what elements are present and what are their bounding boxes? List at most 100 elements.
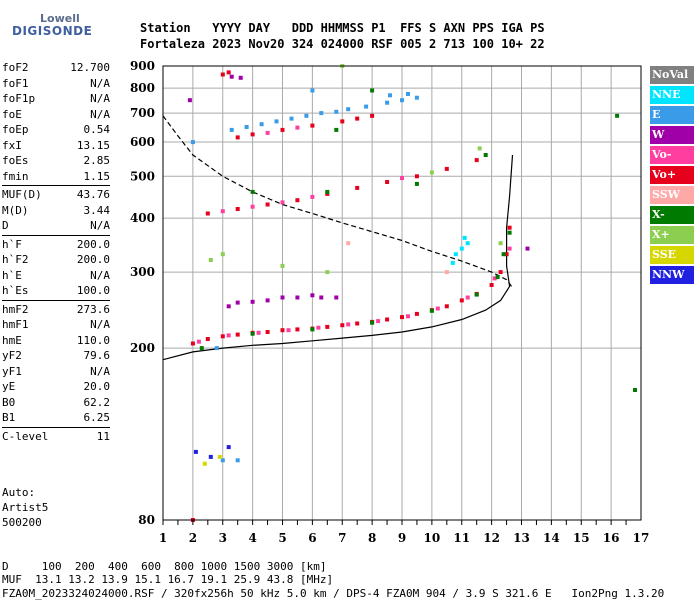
legend-item: NoVal bbox=[650, 66, 694, 84]
echo-point bbox=[376, 319, 381, 324]
echo-point bbox=[400, 315, 404, 320]
echo-point bbox=[507, 225, 512, 230]
param-label: B1 bbox=[2, 411, 16, 424]
echo-point bbox=[250, 331, 255, 336]
param-value: N/A bbox=[90, 268, 110, 282]
param-value: N/A bbox=[90, 76, 110, 90]
echo-point bbox=[193, 449, 198, 454]
echo-point bbox=[319, 111, 324, 116]
echo-point bbox=[229, 74, 234, 79]
param-row: h`F2 200.0 bbox=[2, 252, 110, 268]
param-row: hmF1 N/A bbox=[2, 317, 110, 333]
legend-item: W bbox=[650, 126, 694, 144]
echo-point bbox=[406, 314, 410, 319]
muf-row: MUF 13.1 13.2 13.9 15.1 16.7 19.1 25.9 4… bbox=[2, 573, 334, 586]
parameter-list: foF2 12.700 foF1 N/A foF1p N/A foE N/A foEp 0.54 f… bbox=[2, 60, 110, 444]
y-tick-label: 600 bbox=[130, 135, 155, 149]
distance-row: D 100 200 400 600 800 1000 1500 3000 [km… bbox=[2, 560, 327, 573]
echo-point bbox=[355, 185, 360, 190]
param-separator bbox=[2, 185, 110, 186]
echo-point bbox=[414, 181, 419, 186]
echo-point bbox=[235, 332, 240, 337]
x-tick-label: 8 bbox=[368, 531, 376, 545]
echo-point bbox=[280, 200, 285, 205]
param-label: hmE bbox=[2, 333, 22, 347]
x-tick-label: 10 bbox=[424, 531, 441, 545]
auto-software: Artist5 bbox=[2, 501, 49, 514]
param-value: 20.0 bbox=[83, 380, 111, 393]
echo-point bbox=[492, 276, 497, 281]
echo-point bbox=[325, 324, 330, 329]
echo-point bbox=[310, 293, 315, 298]
echo-point bbox=[205, 211, 210, 216]
echo-point bbox=[304, 113, 309, 118]
echo-point bbox=[325, 270, 330, 275]
y-tick-label: 700 bbox=[130, 106, 155, 120]
param-value: 43.76 bbox=[76, 188, 110, 201]
echo-point bbox=[295, 125, 300, 130]
echo-point bbox=[310, 88, 315, 93]
echo-point bbox=[250, 299, 255, 304]
param-value: 79.6 bbox=[83, 349, 111, 362]
header-line-1: Station YYYY DAY DDD HHMMSS P1 FFS S AXN… bbox=[140, 21, 545, 35]
echo-point bbox=[289, 116, 294, 121]
x-tick-label: 1 bbox=[159, 531, 167, 545]
autoscaling-info: Auto: Artist5 500200 bbox=[2, 485, 48, 530]
x-tick-label: 6 bbox=[308, 531, 316, 545]
echo-point bbox=[370, 320, 375, 325]
y-tick-label: 900 bbox=[130, 59, 155, 73]
echo-point bbox=[435, 306, 440, 311]
echo-point bbox=[334, 127, 339, 132]
echo-point bbox=[429, 170, 434, 175]
echo-point bbox=[265, 130, 270, 135]
echo-point bbox=[295, 295, 300, 300]
legend-item: X+ bbox=[650, 226, 694, 244]
param-row: fxI 13.15 bbox=[2, 138, 110, 154]
legend-item: X- bbox=[650, 206, 694, 224]
echo-point bbox=[229, 127, 234, 132]
echo-point bbox=[465, 241, 470, 246]
echo-point bbox=[220, 252, 225, 257]
param-row: D N/A bbox=[2, 218, 110, 234]
x-tick-label: 14 bbox=[543, 531, 560, 545]
param-label: foEp bbox=[2, 123, 29, 136]
param-value: N/A bbox=[90, 219, 110, 232]
echo-point bbox=[633, 388, 637, 392]
param-label: foEs bbox=[2, 154, 29, 167]
echo-point bbox=[444, 166, 449, 171]
echo-point bbox=[325, 189, 330, 194]
echo-point bbox=[205, 337, 210, 341]
param-label: h`E bbox=[2, 268, 22, 282]
echo-point bbox=[280, 295, 285, 300]
x-tick-label: 3 bbox=[219, 531, 227, 545]
param-value: 0.54 bbox=[83, 123, 111, 136]
polarization-legend: NoVal NNE E W Vo- Vo+ SSW X- X+ SSE NNW bbox=[650, 66, 694, 286]
echo-point bbox=[495, 275, 500, 280]
echo-point bbox=[310, 194, 315, 199]
param-row: foF1 N/A bbox=[2, 76, 110, 92]
echo-point bbox=[340, 323, 345, 328]
solid-profile-curve bbox=[162, 154, 514, 361]
param-value: N/A bbox=[90, 107, 110, 121]
echo-point bbox=[474, 158, 479, 163]
echo-point bbox=[226, 304, 231, 309]
echo-point bbox=[385, 100, 390, 105]
param-label: foE bbox=[2, 107, 22, 121]
param-row: yF2 79.6 bbox=[2, 348, 110, 364]
echo-point bbox=[346, 107, 351, 112]
legend-item: Vo+ bbox=[650, 166, 694, 184]
param-label: hmF2 bbox=[2, 302, 29, 316]
file-info: FZA0M_2023324024000.RSF / 320fx256h 50 k… bbox=[2, 587, 665, 600]
auto-version: 500200 bbox=[2, 516, 42, 529]
y-tick-label: 80 bbox=[138, 513, 155, 527]
chart-grid bbox=[162, 65, 642, 521]
chart-ticks: 1 2 3 4 5 6 7 8 9 10 11 12 13 14 15 16 17802003004005006… bbox=[130, 59, 649, 545]
y-tick-label: 300 bbox=[130, 265, 155, 279]
echo-point bbox=[483, 153, 488, 157]
echo-point bbox=[214, 346, 219, 351]
param-value: N/A bbox=[90, 364, 110, 378]
echo-point bbox=[226, 70, 231, 75]
brand-lowell: Lowell bbox=[40, 12, 80, 25]
echo-point bbox=[238, 75, 243, 80]
echo-point bbox=[226, 445, 231, 450]
